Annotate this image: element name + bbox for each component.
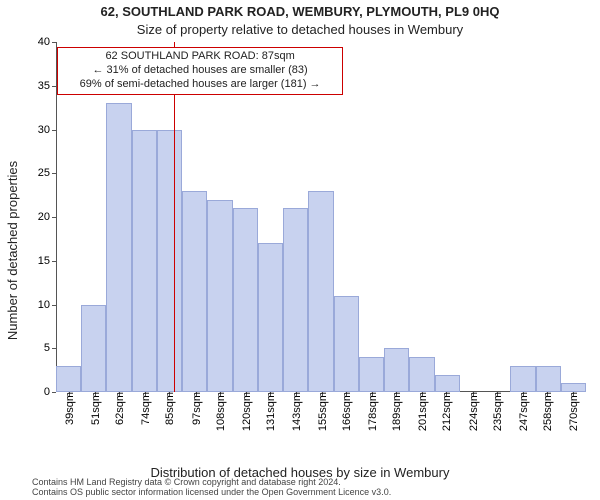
- y-tick-label: 5: [44, 342, 56, 354]
- histogram-bar: [56, 366, 81, 392]
- x-tick-label: 74sqm: [138, 392, 152, 425]
- histogram-bar: [334, 296, 359, 392]
- x-tick-label: 166sqm: [339, 392, 353, 431]
- callout-box: 62 SOUTHLAND PARK ROAD: 87sqm← 31% of de…: [57, 47, 343, 94]
- histogram-bar: [308, 191, 333, 392]
- y-axis-label: Number of detached properties: [6, 0, 20, 500]
- histogram-bar: [81, 305, 106, 393]
- x-tick-label: 155sqm: [315, 392, 329, 431]
- x-tick-label: 235sqm: [490, 392, 504, 431]
- y-tick-label: 10: [38, 299, 56, 311]
- y-tick-label: 35: [38, 80, 56, 92]
- callout-line: ← 31% of detached houses are smaller (83…: [62, 64, 338, 78]
- histogram-bar: [207, 200, 232, 393]
- x-tick-label: 51sqm: [88, 392, 102, 425]
- x-tick-label: 120sqm: [239, 392, 253, 431]
- histogram-bar: [536, 366, 561, 392]
- y-tick-label: 30: [38, 124, 56, 136]
- callout-line: 69% of semi-detached houses are larger (…: [62, 78, 338, 92]
- y-tick-label: 40: [38, 36, 56, 48]
- x-tick-label: 39sqm: [62, 392, 76, 425]
- x-tick-label: 143sqm: [289, 392, 303, 431]
- x-tick-label: 201sqm: [415, 392, 429, 431]
- x-tick-label: 258sqm: [540, 392, 554, 431]
- histogram-bar: [561, 383, 586, 392]
- x-tick-label: 97sqm: [189, 392, 203, 425]
- y-axis-line: [56, 42, 57, 392]
- histogram-bar: [157, 130, 182, 393]
- histogram-bar: [435, 375, 460, 393]
- y-tick-label: 20: [38, 211, 56, 223]
- histogram-bar: [384, 348, 409, 392]
- histogram-bar: [132, 130, 157, 393]
- attribution-footer: Contains HM Land Registry data © Crown c…: [32, 478, 592, 498]
- x-tick-label: 212sqm: [439, 392, 453, 431]
- x-tick-label: 62sqm: [112, 392, 126, 425]
- histogram-bar: [283, 208, 308, 392]
- histogram-plot: 051015202530354039sqm51sqm62sqm74sqm85sq…: [56, 42, 586, 392]
- histogram-bar: [409, 357, 434, 392]
- page-title-line2: Size of property relative to detached ho…: [0, 22, 600, 37]
- x-tick-label: 85sqm: [162, 392, 176, 425]
- callout-line: 62 SOUTHLAND PARK ROAD: 87sqm: [62, 50, 338, 64]
- y-tick-label: 15: [38, 255, 56, 267]
- footer-line-2: Contains OS public sector information li…: [32, 488, 592, 498]
- x-tick-label: 189sqm: [389, 392, 403, 431]
- x-tick-label: 224sqm: [466, 392, 480, 431]
- x-tick-label: 178sqm: [365, 392, 379, 431]
- histogram-bar: [106, 103, 131, 392]
- histogram-bar: [182, 191, 207, 392]
- histogram-bar: [258, 243, 283, 392]
- histogram-bar: [510, 366, 535, 392]
- x-tick-label: 270sqm: [566, 392, 580, 431]
- histogram-bar: [359, 357, 384, 392]
- x-tick-label: 131sqm: [263, 392, 277, 431]
- histogram-bar: [233, 208, 258, 392]
- property-size-marker: [174, 42, 175, 392]
- page-title-line1: 62, SOUTHLAND PARK ROAD, WEMBURY, PLYMOU…: [0, 4, 600, 19]
- y-tick-label: 0: [44, 386, 56, 398]
- x-tick-label: 108sqm: [213, 392, 227, 431]
- x-tick-label: 247sqm: [516, 392, 530, 431]
- y-tick-label: 25: [38, 167, 56, 179]
